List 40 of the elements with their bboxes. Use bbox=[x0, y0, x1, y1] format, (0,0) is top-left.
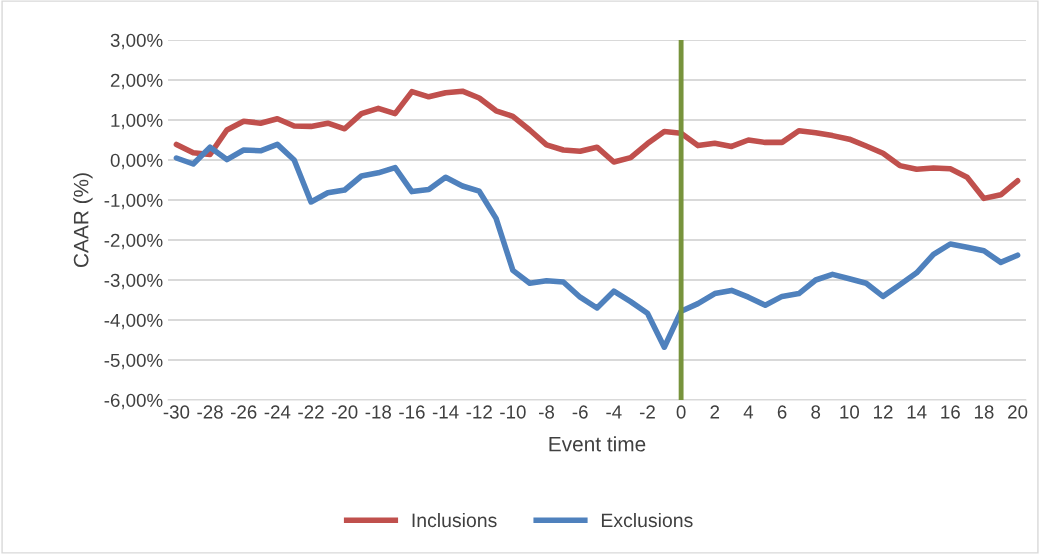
x-tick-label: 10 bbox=[840, 405, 860, 419]
x-tick-label: 6 bbox=[777, 405, 787, 419]
y-tick-label: -4,00% bbox=[104, 313, 163, 330]
x-tick-label: -18 bbox=[365, 405, 392, 419]
x-tick-label: 2 bbox=[710, 405, 720, 419]
y-tick-label: 3,00% bbox=[110, 33, 163, 50]
y-tick-label: -1,00% bbox=[104, 193, 163, 210]
x-tick-label: 0 bbox=[676, 405, 686, 419]
x-tick-label: 8 bbox=[811, 405, 821, 419]
x-tick-label: -2 bbox=[639, 405, 655, 419]
x-tick-label: -10 bbox=[500, 405, 526, 419]
x-tick-label: -4 bbox=[606, 405, 622, 419]
y-tick-label: -3,00% bbox=[104, 273, 163, 290]
x-tick-label: -22 bbox=[298, 405, 324, 419]
x-axis-title: Event time bbox=[549, 436, 646, 452]
x-tick-label: -28 bbox=[197, 405, 223, 419]
x-tick-label: 16 bbox=[941, 405, 960, 419]
y-axis-title: CAAR (%) bbox=[73, 173, 93, 267]
y-tick-label: 1,00% bbox=[111, 113, 163, 130]
x-tick-label: 18 bbox=[974, 405, 994, 419]
x-tick-label: 4 bbox=[743, 405, 754, 419]
y-tick-label: 2,00% bbox=[110, 73, 163, 90]
x-tick-label: -14 bbox=[432, 405, 459, 419]
x-tick-label: -16 bbox=[399, 405, 425, 419]
x-tick-label: 12 bbox=[874, 405, 893, 419]
x-tick-label: 14 bbox=[907, 405, 927, 419]
y-tick-label: -6,00% bbox=[104, 393, 163, 410]
legend-label: Inclusions bbox=[412, 512, 497, 528]
x-tick-label: 20 bbox=[1008, 405, 1028, 419]
y-tick-label: -2,00% bbox=[104, 233, 163, 250]
x-tick-label: -24 bbox=[264, 405, 291, 419]
x-tick-label: -30 bbox=[163, 405, 190, 419]
y-tick-label: -5,00% bbox=[104, 353, 163, 370]
y-tick-label: 0,00% bbox=[110, 153, 163, 170]
x-tick-label: -20 bbox=[331, 405, 358, 419]
x-tick-label: -6 bbox=[572, 405, 588, 419]
legend-label: Exclusions bbox=[601, 512, 693, 528]
x-tick-label: -8 bbox=[539, 405, 555, 419]
x-tick-label: -12 bbox=[466, 405, 492, 419]
x-tick-label: -26 bbox=[230, 405, 257, 419]
